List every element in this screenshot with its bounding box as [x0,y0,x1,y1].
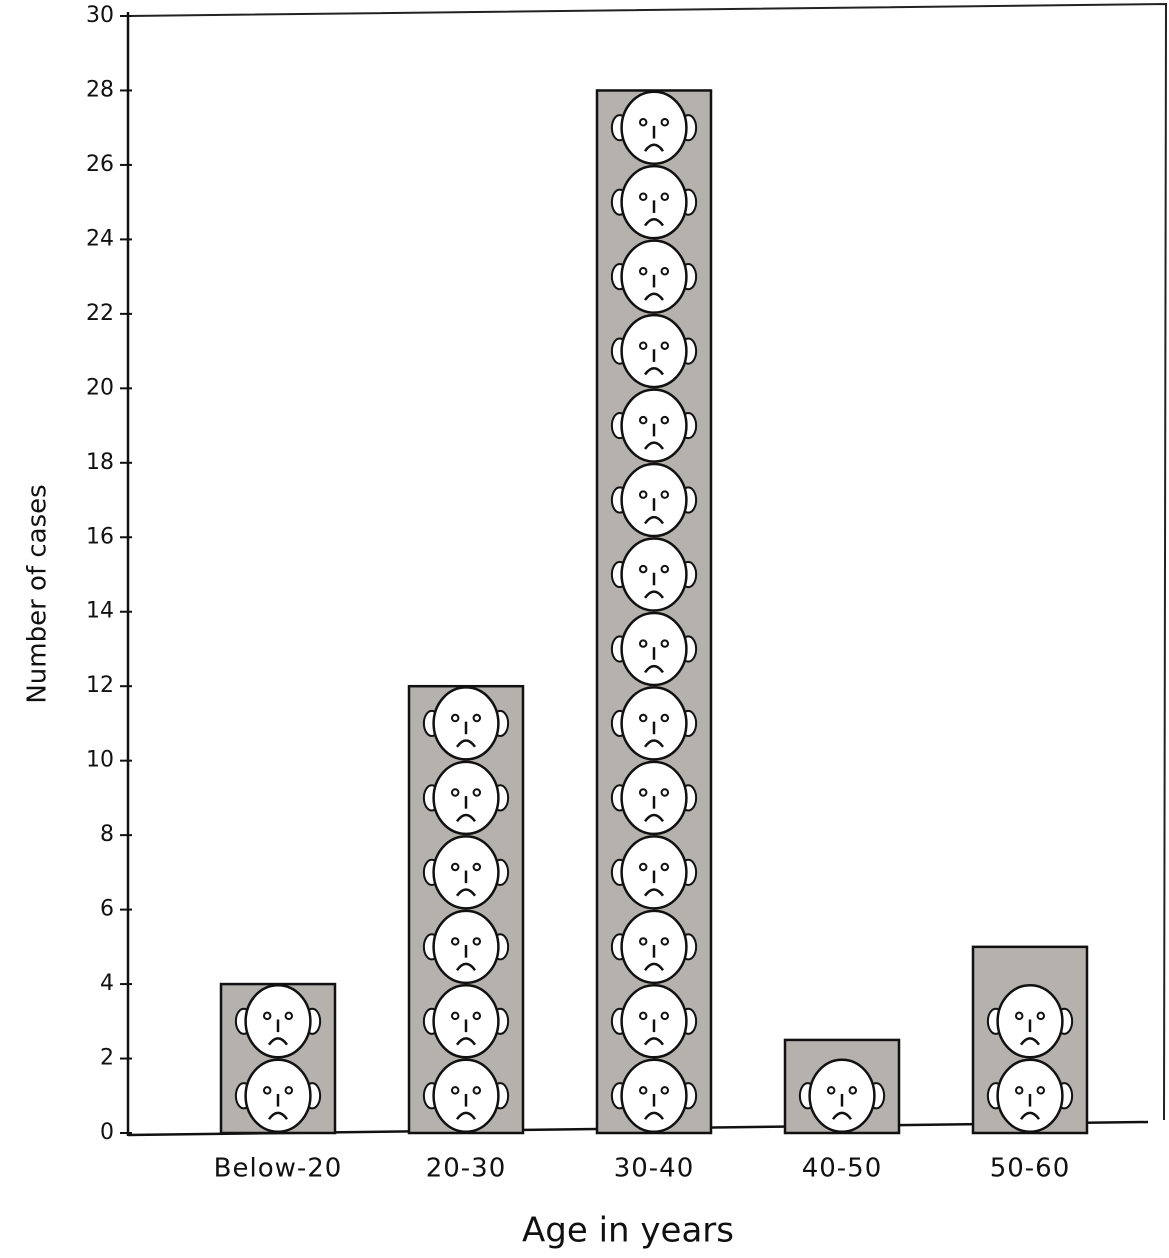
y-tick-label: 24 [86,226,114,251]
y-tick-label: 2 [100,1046,114,1071]
y-tick-label: 10 [86,748,114,773]
x-tick-label: 30-40 [614,1154,695,1184]
chart: Number of cases Age in years 02468101214… [0,0,1169,1258]
y-tick-label: 14 [86,599,114,624]
y-tick-label: 8 [100,822,114,847]
y-tick-label: 16 [86,524,114,549]
x-tick-label: Below-20 [214,1154,343,1184]
y-tick-label: 0 [100,1120,114,1145]
y-tick-label: 12 [86,673,114,698]
y-tick-label: 4 [100,971,114,996]
x-tick-label: 40-50 [802,1154,883,1184]
y-tick-label: 30 [86,3,114,28]
x-axis-title: Age in years [522,1211,734,1251]
y-tick-label: 20 [86,375,114,400]
x-tick-label: 50-60 [990,1154,1071,1184]
y-tick-label: 18 [86,450,114,475]
y-tick-label: 26 [86,152,114,177]
x-tick-label: 20-30 [426,1154,507,1184]
y-tick-label: 28 [86,77,114,102]
y-axis-title: Number of cases [23,484,53,703]
y-tick-label: 22 [86,301,114,326]
y-tick-label: 6 [100,897,114,922]
